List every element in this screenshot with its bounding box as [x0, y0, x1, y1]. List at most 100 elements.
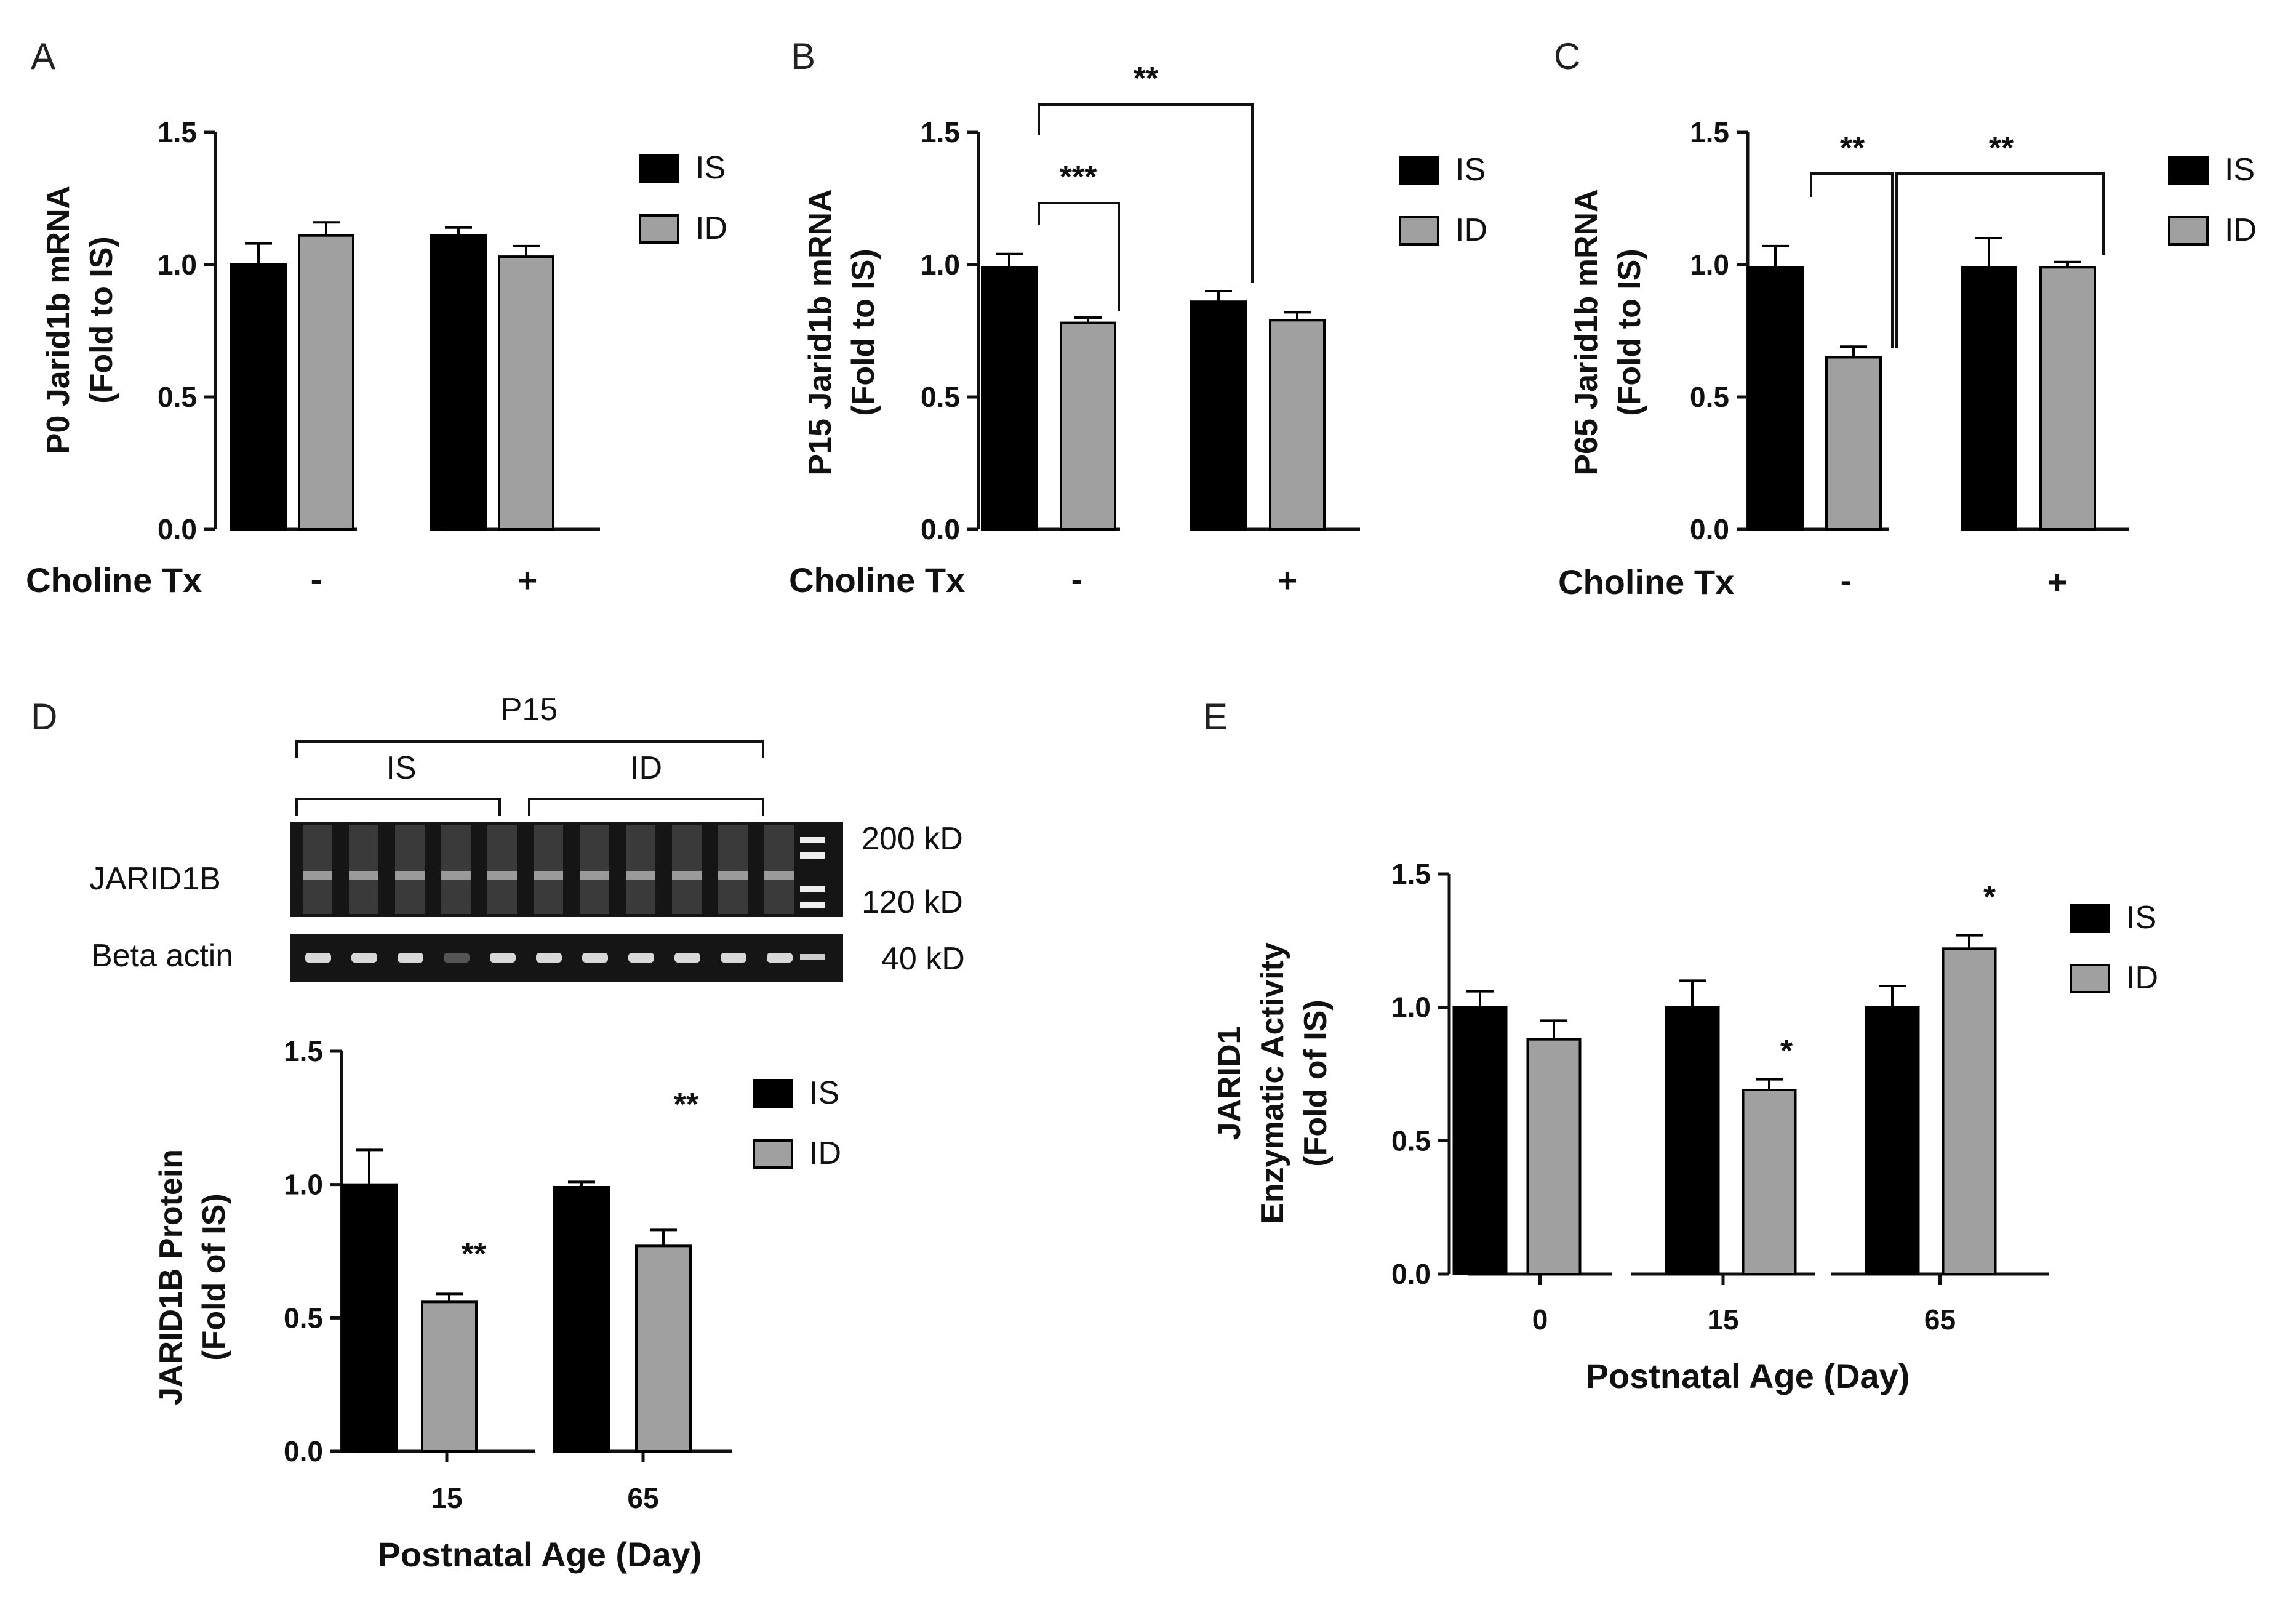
y-tick-label: 1.0 [921, 249, 960, 281]
blot-mw-200: 200 kD [862, 821, 963, 857]
y-tick-label: 1.5 [1391, 858, 1431, 890]
panel-d-ylabel-2: (Fold of IS) [196, 1193, 232, 1360]
sig-marker-e-65: * [1983, 880, 1996, 915]
panel-letter-c: C [1554, 36, 1580, 77]
legend-swatch-is [753, 1079, 793, 1108]
bar-id-15 [1742, 1089, 1797, 1275]
blot-mw-40: 40 kD [881, 941, 965, 977]
bar-is-minus [1747, 266, 1804, 531]
y-tick-label: 0.0 [158, 513, 197, 545]
sig-marker-b1: *** [1060, 159, 1097, 195]
legend-swatch-id [2070, 964, 2110, 993]
y-tick-label: 1.5 [1690, 116, 1729, 148]
panel-c-ylabel-2: (Fold to IS) [1612, 249, 1647, 415]
bar-is-0 [1452, 1006, 1508, 1275]
panel-letter-e: E [1203, 696, 1228, 737]
bar-id-plus [1269, 319, 1326, 531]
y-tick-label: 1.5 [284, 1035, 323, 1067]
bar-is-65 [553, 1186, 610, 1453]
blot-band [395, 871, 425, 880]
legend-swatch-is [2168, 156, 2209, 185]
blot-lane [441, 825, 471, 914]
bar-is-plus [430, 234, 487, 531]
blot-band [534, 871, 563, 880]
x-tick-label: 65 [627, 1482, 658, 1514]
blot-band [764, 871, 794, 880]
blot-band [441, 871, 471, 880]
bar-id-minus [1825, 356, 1882, 531]
panel-d-xlabel: Postnatal Age (Day) [378, 1535, 702, 1574]
panel-b-choline-label: Choline Tx [789, 561, 965, 599]
sig-bracket-b1 [1038, 202, 1120, 311]
legend-swatch-is [2070, 904, 2110, 933]
blot-band [487, 871, 517, 880]
panel-e-ylabel-2: Enzymatic Activity [1255, 942, 1290, 1224]
legend-swatch-id [753, 1139, 793, 1169]
x-tick-label: 65 [1924, 1304, 1956, 1336]
chart-panel-e: 0.0 0.5 1.0 1.5 0 15 65 IS ID * * [1391, 858, 2158, 1336]
bar-id-minus [1060, 321, 1116, 531]
x-tick-label: 0 [1532, 1304, 1548, 1336]
bar-id-65 [1942, 947, 1997, 1276]
panel-e-xlabel: Postnatal Age (Day) [1586, 1357, 1910, 1395]
blot-band [349, 871, 378, 880]
panel-a-ylabel-2: (Fold to IS) [84, 236, 119, 403]
actin-band [582, 953, 608, 963]
actin-band [721, 953, 746, 963]
panel-c-choline-label: Choline Tx [1558, 563, 1734, 601]
bar-id-0 [1526, 1038, 1582, 1275]
panel-e-ylabel-1: JARID1 [1212, 1027, 1247, 1140]
actin-band [490, 953, 516, 963]
blot-band [303, 871, 332, 880]
blot-row-jarid1b: JARID1B [89, 861, 221, 897]
panel-a-choline-label: Choline Tx [26, 561, 202, 599]
y-tick-label: 1.0 [1690, 249, 1729, 281]
legend-swatch-id [2168, 216, 2209, 246]
bar-is-minus [981, 266, 1038, 531]
actin-band [628, 953, 654, 963]
blot-lane [626, 825, 655, 914]
panel-a-ylabel-1: P0 Jarid1b mRNA [41, 186, 76, 454]
bar-is-15 [1665, 1006, 1720, 1275]
y-tick-label: 1.5 [158, 116, 197, 148]
blot-band [672, 871, 702, 880]
sig-marker-e-15: * [1780, 1033, 1793, 1069]
sig-marker-d-15: ** [462, 1236, 487, 1272]
sig-marker-c2: ** [1989, 130, 2014, 166]
actin-band [674, 953, 700, 963]
legend-label-id: ID [1455, 212, 1487, 248]
panel-c-choline-plus: + [2047, 563, 2068, 601]
blot-id-label: ID [630, 750, 662, 786]
sig-bracket-c2 [1895, 172, 2105, 348]
actin-band [767, 953, 793, 963]
actin-band [351, 953, 377, 963]
y-tick-label: 0.5 [1690, 381, 1729, 413]
blot-band [580, 871, 609, 880]
blot-lane [764, 825, 794, 914]
actin-band [398, 953, 423, 963]
blot-id-bracket [528, 798, 764, 816]
legend-label-id: ID [2126, 960, 2158, 996]
blot-mw-120: 120 kD [862, 884, 963, 920]
sig-bracket-c1 [1810, 172, 1894, 348]
ladder-band [800, 852, 825, 859]
ladder-band [800, 954, 825, 960]
blot-lane [487, 825, 517, 914]
blot-lane [534, 825, 563, 914]
y-tick-label: 0.5 [1391, 1124, 1431, 1156]
legend-label-is: IS [695, 150, 726, 186]
legend-label-is: IS [2126, 900, 2156, 936]
actin-band [444, 953, 470, 963]
legend-label-is: IS [809, 1075, 839, 1111]
legend-label-id: ID [2225, 212, 2257, 248]
panel-a-choline-plus: + [518, 561, 538, 599]
blot-lane [672, 825, 702, 914]
panel-b-choline-minus: - [1071, 559, 1083, 598]
actin-band [536, 953, 562, 963]
legend-swatch-id [1399, 216, 1439, 246]
legend-label-is: IS [1455, 152, 1486, 188]
panel-a-choline-minus: - [311, 559, 322, 598]
blot-is-label: IS [386, 750, 416, 786]
